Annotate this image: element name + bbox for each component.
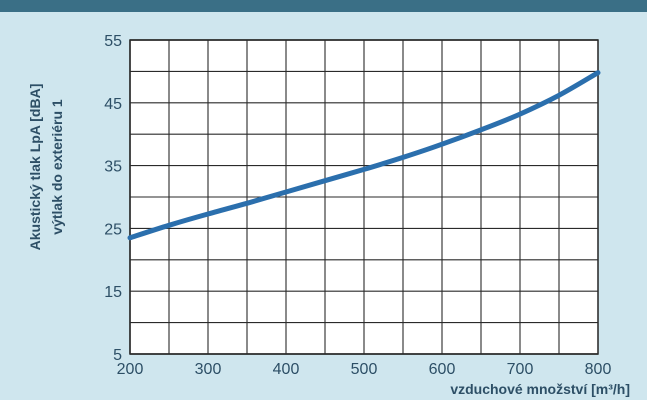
x-tick-label: 800	[585, 361, 612, 378]
y-tick-label: 45	[104, 96, 122, 113]
x-tick-label: 200	[117, 361, 144, 378]
y-axis-title-line-2: výtlak do exteriéru 1	[49, 99, 65, 235]
y-tick-label: 55	[104, 33, 122, 50]
x-tick-label: 600	[429, 361, 456, 378]
grid	[129, 39, 599, 355]
plot-border	[129, 39, 599, 355]
y-axis-title-line-1: Akustický tlak LpA [dBA]	[27, 84, 43, 251]
series-line-0	[127, 70, 601, 241]
y-tick-label: 5	[113, 347, 122, 364]
x-tick-label: 400	[273, 361, 300, 378]
x-axis-ticks: 200 300 400 500 600 700 800	[117, 361, 612, 378]
series-layer	[127, 70, 601, 241]
x-tick-label: 700	[507, 361, 534, 378]
y-tick-label: 15	[104, 284, 122, 301]
y-tick-label: 35	[104, 159, 122, 176]
x-tick-label: 300	[195, 361, 222, 378]
top-strip	[0, 0, 647, 12]
x-axis-title: vzduchové množství [m³/h]	[450, 381, 630, 397]
x-tick-label: 500	[351, 361, 378, 378]
y-axis-ticks: 5 15 25 35 45 55	[104, 33, 122, 364]
y-tick-label: 25	[104, 221, 122, 238]
